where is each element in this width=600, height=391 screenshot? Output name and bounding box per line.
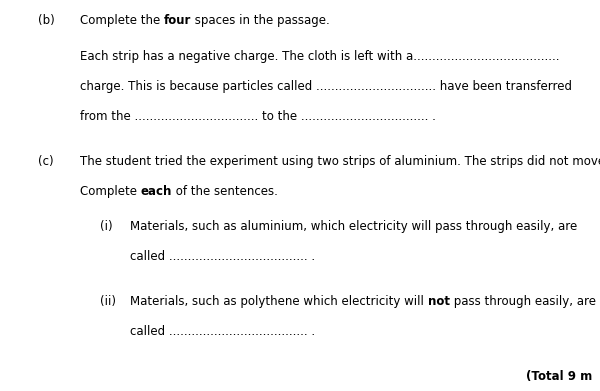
Text: from the ................................. to the ..............................: from the ...............................… <box>80 110 436 123</box>
Text: Materials, such as polythene which electricity will: Materials, such as polythene which elect… <box>130 295 428 308</box>
Text: pass through easily, are: pass through easily, are <box>449 295 596 308</box>
Text: charge. This is because particles called ................................ have b: charge. This is because particles called… <box>80 80 572 93</box>
Text: (Total 9 m: (Total 9 m <box>526 370 592 383</box>
Text: each: each <box>141 185 172 198</box>
Text: Materials, such as aluminium, which electricity will pass through easily, are: Materials, such as aluminium, which elec… <box>130 220 577 233</box>
Text: Complete: Complete <box>80 185 141 198</box>
Text: (c): (c) <box>38 155 53 168</box>
Text: (ii): (ii) <box>100 295 116 308</box>
Text: Complete the: Complete the <box>80 14 164 27</box>
Text: Each strip has a negative charge. The cloth is left with a......................: Each strip has a negative charge. The cl… <box>80 50 560 63</box>
Text: The student tried the experiment using two strips of aluminium. The strips did n: The student tried the experiment using t… <box>80 155 600 168</box>
Text: of the sentences.: of the sentences. <box>172 185 278 198</box>
Text: (b): (b) <box>38 14 55 27</box>
Text: not: not <box>428 295 449 308</box>
Text: called ..................................... .: called .................................… <box>130 250 315 263</box>
Text: called ..................................... .: called .................................… <box>130 325 315 338</box>
Text: four: four <box>164 14 191 27</box>
Text: (i): (i) <box>100 220 113 233</box>
Text: spaces in the passage.: spaces in the passage. <box>191 14 330 27</box>
